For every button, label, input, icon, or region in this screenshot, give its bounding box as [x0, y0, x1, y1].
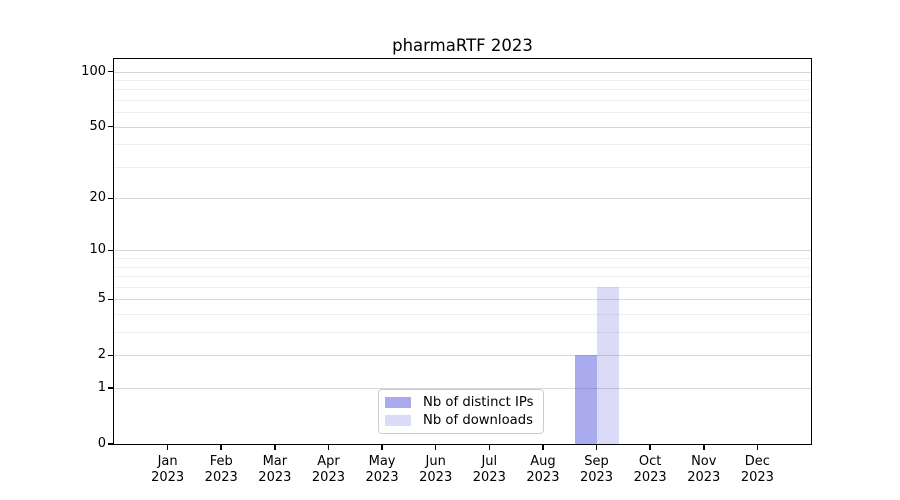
x-tick-mark [381, 445, 383, 450]
gridline-minor [114, 99, 811, 101]
x-tick-month: Dec [744, 454, 770, 469]
y-tick-mark [108, 354, 113, 357]
x-tick-mark [702, 445, 705, 450]
legend-row: Nb of downloads [385, 413, 534, 428]
x-tick-month: Jul [481, 454, 498, 469]
legend-swatch-downloads [385, 415, 411, 426]
x-tick-month: May [368, 454, 396, 469]
x-tick-year: 2023 [151, 469, 185, 485]
x-tick-mark [649, 445, 651, 450]
x-tick-mark [274, 445, 276, 450]
gridline-minor [114, 166, 811, 168]
x-tick-year: 2023 [419, 469, 453, 485]
gridline-minor [114, 79, 811, 81]
y-tick-label: 5 [97, 291, 106, 307]
x-tick-mark [595, 445, 598, 450]
x-tick-label: Aug 2023 [515, 454, 571, 485]
x-tick-label: Dec 2023 [729, 454, 785, 485]
bar-distinct-ips [574, 355, 597, 444]
x-tick-month: Apr [317, 454, 340, 469]
gridline-major [114, 71, 811, 73]
x-tick-year: 2023 [579, 469, 614, 485]
x-tick-month: Feb [209, 454, 233, 469]
x-tick-month: Sep [584, 454, 609, 469]
x-tick-label: Mar 2023 [247, 454, 303, 485]
x-tick-month: Jun [425, 454, 446, 469]
x-tick-month: Nov [691, 454, 717, 469]
gridline-minor [114, 258, 811, 260]
gridline-minor [114, 332, 811, 334]
legend-label-distinct-ips: Nb of distinct IPs [423, 395, 534, 410]
x-tick-label: Jan 2023 [140, 454, 196, 485]
x-tick-mark [756, 445, 759, 450]
x-tick-year: 2023 [740, 469, 774, 485]
bar-downloads [596, 286, 619, 444]
x-tick-label: Apr 2023 [300, 454, 356, 485]
x-tick-month: Mar [262, 454, 288, 469]
legend-label-downloads: Nb of downloads [423, 413, 533, 428]
gridline-major [114, 355, 811, 357]
x-tick-year: 2023 [365, 469, 399, 485]
y-tick-label: 1 [97, 380, 106, 396]
x-tick-year: 2023 [472, 469, 506, 485]
x-tick-mark [542, 445, 544, 450]
x-tick-label: May 2023 [354, 454, 410, 485]
y-tick-label: 100 [81, 63, 106, 79]
x-tick-label: Nov 2023 [676, 454, 732, 485]
y-tick-label: 50 [89, 118, 106, 134]
x-tick-label: Sep 2023 [569, 454, 625, 485]
gridline-major [114, 198, 811, 200]
x-tick-year: 2023 [258, 469, 292, 485]
y-tick-label: 10 [89, 242, 106, 258]
x-tick-month: Oct [638, 454, 662, 469]
legend: Nb of distinct IPs Nb of downloads [378, 389, 544, 434]
chart-title: pharmaRTF 2023 [392, 36, 533, 55]
y-tick-mark [108, 70, 113, 73]
x-tick-mark [220, 445, 223, 450]
y-tick-mark [108, 249, 113, 252]
gridline-major [114, 299, 811, 301]
gridline-minor [114, 314, 811, 316]
legend-swatch-distinct-ips [385, 397, 411, 408]
x-tick-month: Aug [530, 454, 556, 469]
x-tick-label: Feb 2023 [193, 454, 249, 485]
x-tick-label: Jun 2023 [408, 454, 464, 485]
plot-area [113, 58, 812, 445]
y-tick-mark [108, 298, 113, 301]
x-tick-mark [434, 445, 437, 450]
y-tick-mark [108, 125, 113, 128]
x-tick-mark [488, 445, 491, 450]
y-tick-label: 2 [97, 347, 106, 363]
gridline-minor [114, 266, 811, 268]
y-tick-mark [108, 443, 113, 445]
x-tick-month: Jan [157, 454, 178, 469]
x-tick-year: 2023 [633, 469, 667, 485]
x-tick-mark [327, 445, 330, 450]
gridline-minor [114, 112, 811, 114]
x-tick-year: 2023 [204, 469, 238, 485]
x-tick-year: 2023 [687, 469, 721, 485]
x-tick-mark [166, 445, 169, 450]
x-tick-label: Oct 2023 [622, 454, 678, 485]
y-tick-mark [108, 387, 113, 389]
y-tick-label: 20 [89, 190, 106, 206]
y-tick-mark [108, 197, 113, 200]
y-tick-label: 0 [97, 436, 106, 451]
x-tick-label: Jul 2023 [461, 454, 517, 485]
legend-row: Nb of distinct IPs [385, 395, 534, 410]
gridline-major [114, 126, 811, 128]
x-tick-year: 2023 [526, 469, 560, 485]
gridline-minor [114, 276, 811, 278]
x-tick-year: 2023 [311, 469, 345, 485]
gridline-major [114, 388, 811, 390]
gridline-major [114, 250, 811, 252]
gridline-minor [114, 89, 811, 91]
gridline-minor [114, 286, 811, 288]
gridline-minor [114, 144, 811, 146]
